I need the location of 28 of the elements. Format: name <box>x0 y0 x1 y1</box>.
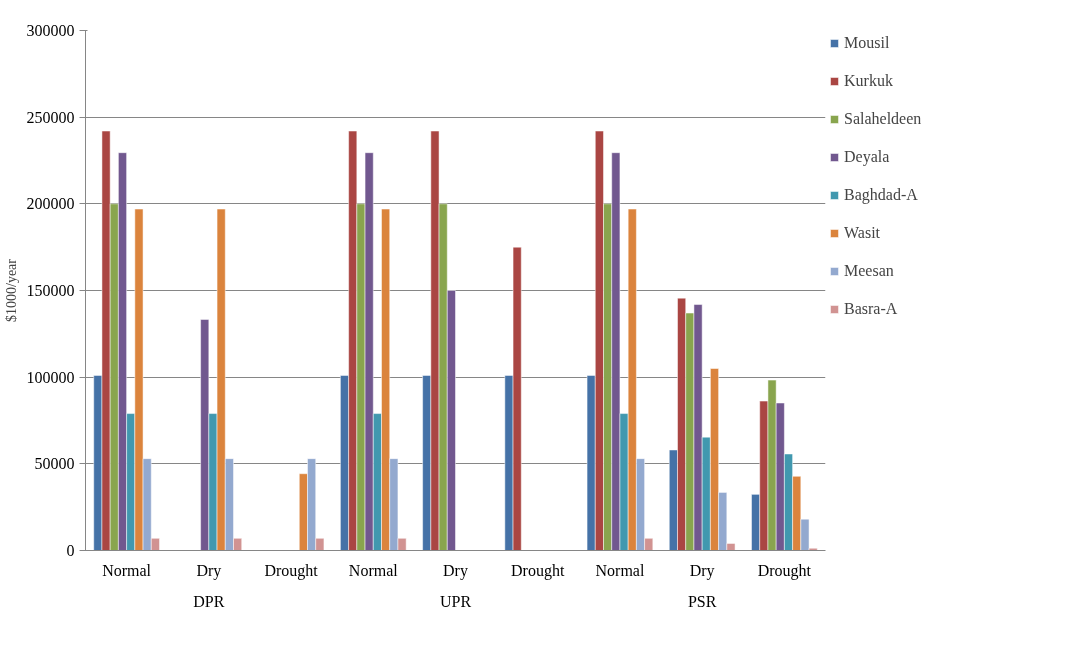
y-tick-label: 250000 <box>26 108 75 126</box>
legend-label: Mousil <box>844 34 890 52</box>
x-tick-label: Normal <box>102 561 152 579</box>
y-tick-label: 150000 <box>26 282 75 299</box>
legend-label: Deyala <box>844 148 890 166</box>
y-tick-label: 200000 <box>26 195 75 213</box>
x-tick-label: Drought <box>264 561 319 580</box>
y-tick-label: 300000 <box>26 22 75 39</box>
text: PSR <box>687 592 717 610</box>
x-tick-label: Drought <box>757 561 812 580</box>
legend-label: Meesan <box>844 262 894 280</box>
legend-label: Salaheldeen <box>844 110 922 128</box>
text: UPR <box>439 592 472 610</box>
x-tick-label: Normal <box>348 561 399 579</box>
legend-label: Basra-A <box>844 300 898 318</box>
x-tick-label: Drought <box>511 561 565 580</box>
y-tick-label: 100000 <box>26 368 75 386</box>
x-tick-label: Dry <box>196 561 222 580</box>
x-tick-label: Dry <box>689 561 715 580</box>
legend-label: Kurkuk <box>844 72 893 90</box>
y-tick-label: 0 <box>66 542 75 559</box>
x-tick-label: Dry <box>443 561 468 580</box>
y-axis-title: $1000/year <box>3 258 19 322</box>
legend-label: Baghdad-A <box>844 186 918 204</box>
y-tick-label: 50000 <box>34 455 75 473</box>
legend-label: Wasit <box>844 224 881 242</box>
text: DPR <box>193 592 225 610</box>
x-tick-label: Normal <box>595 561 645 579</box>
